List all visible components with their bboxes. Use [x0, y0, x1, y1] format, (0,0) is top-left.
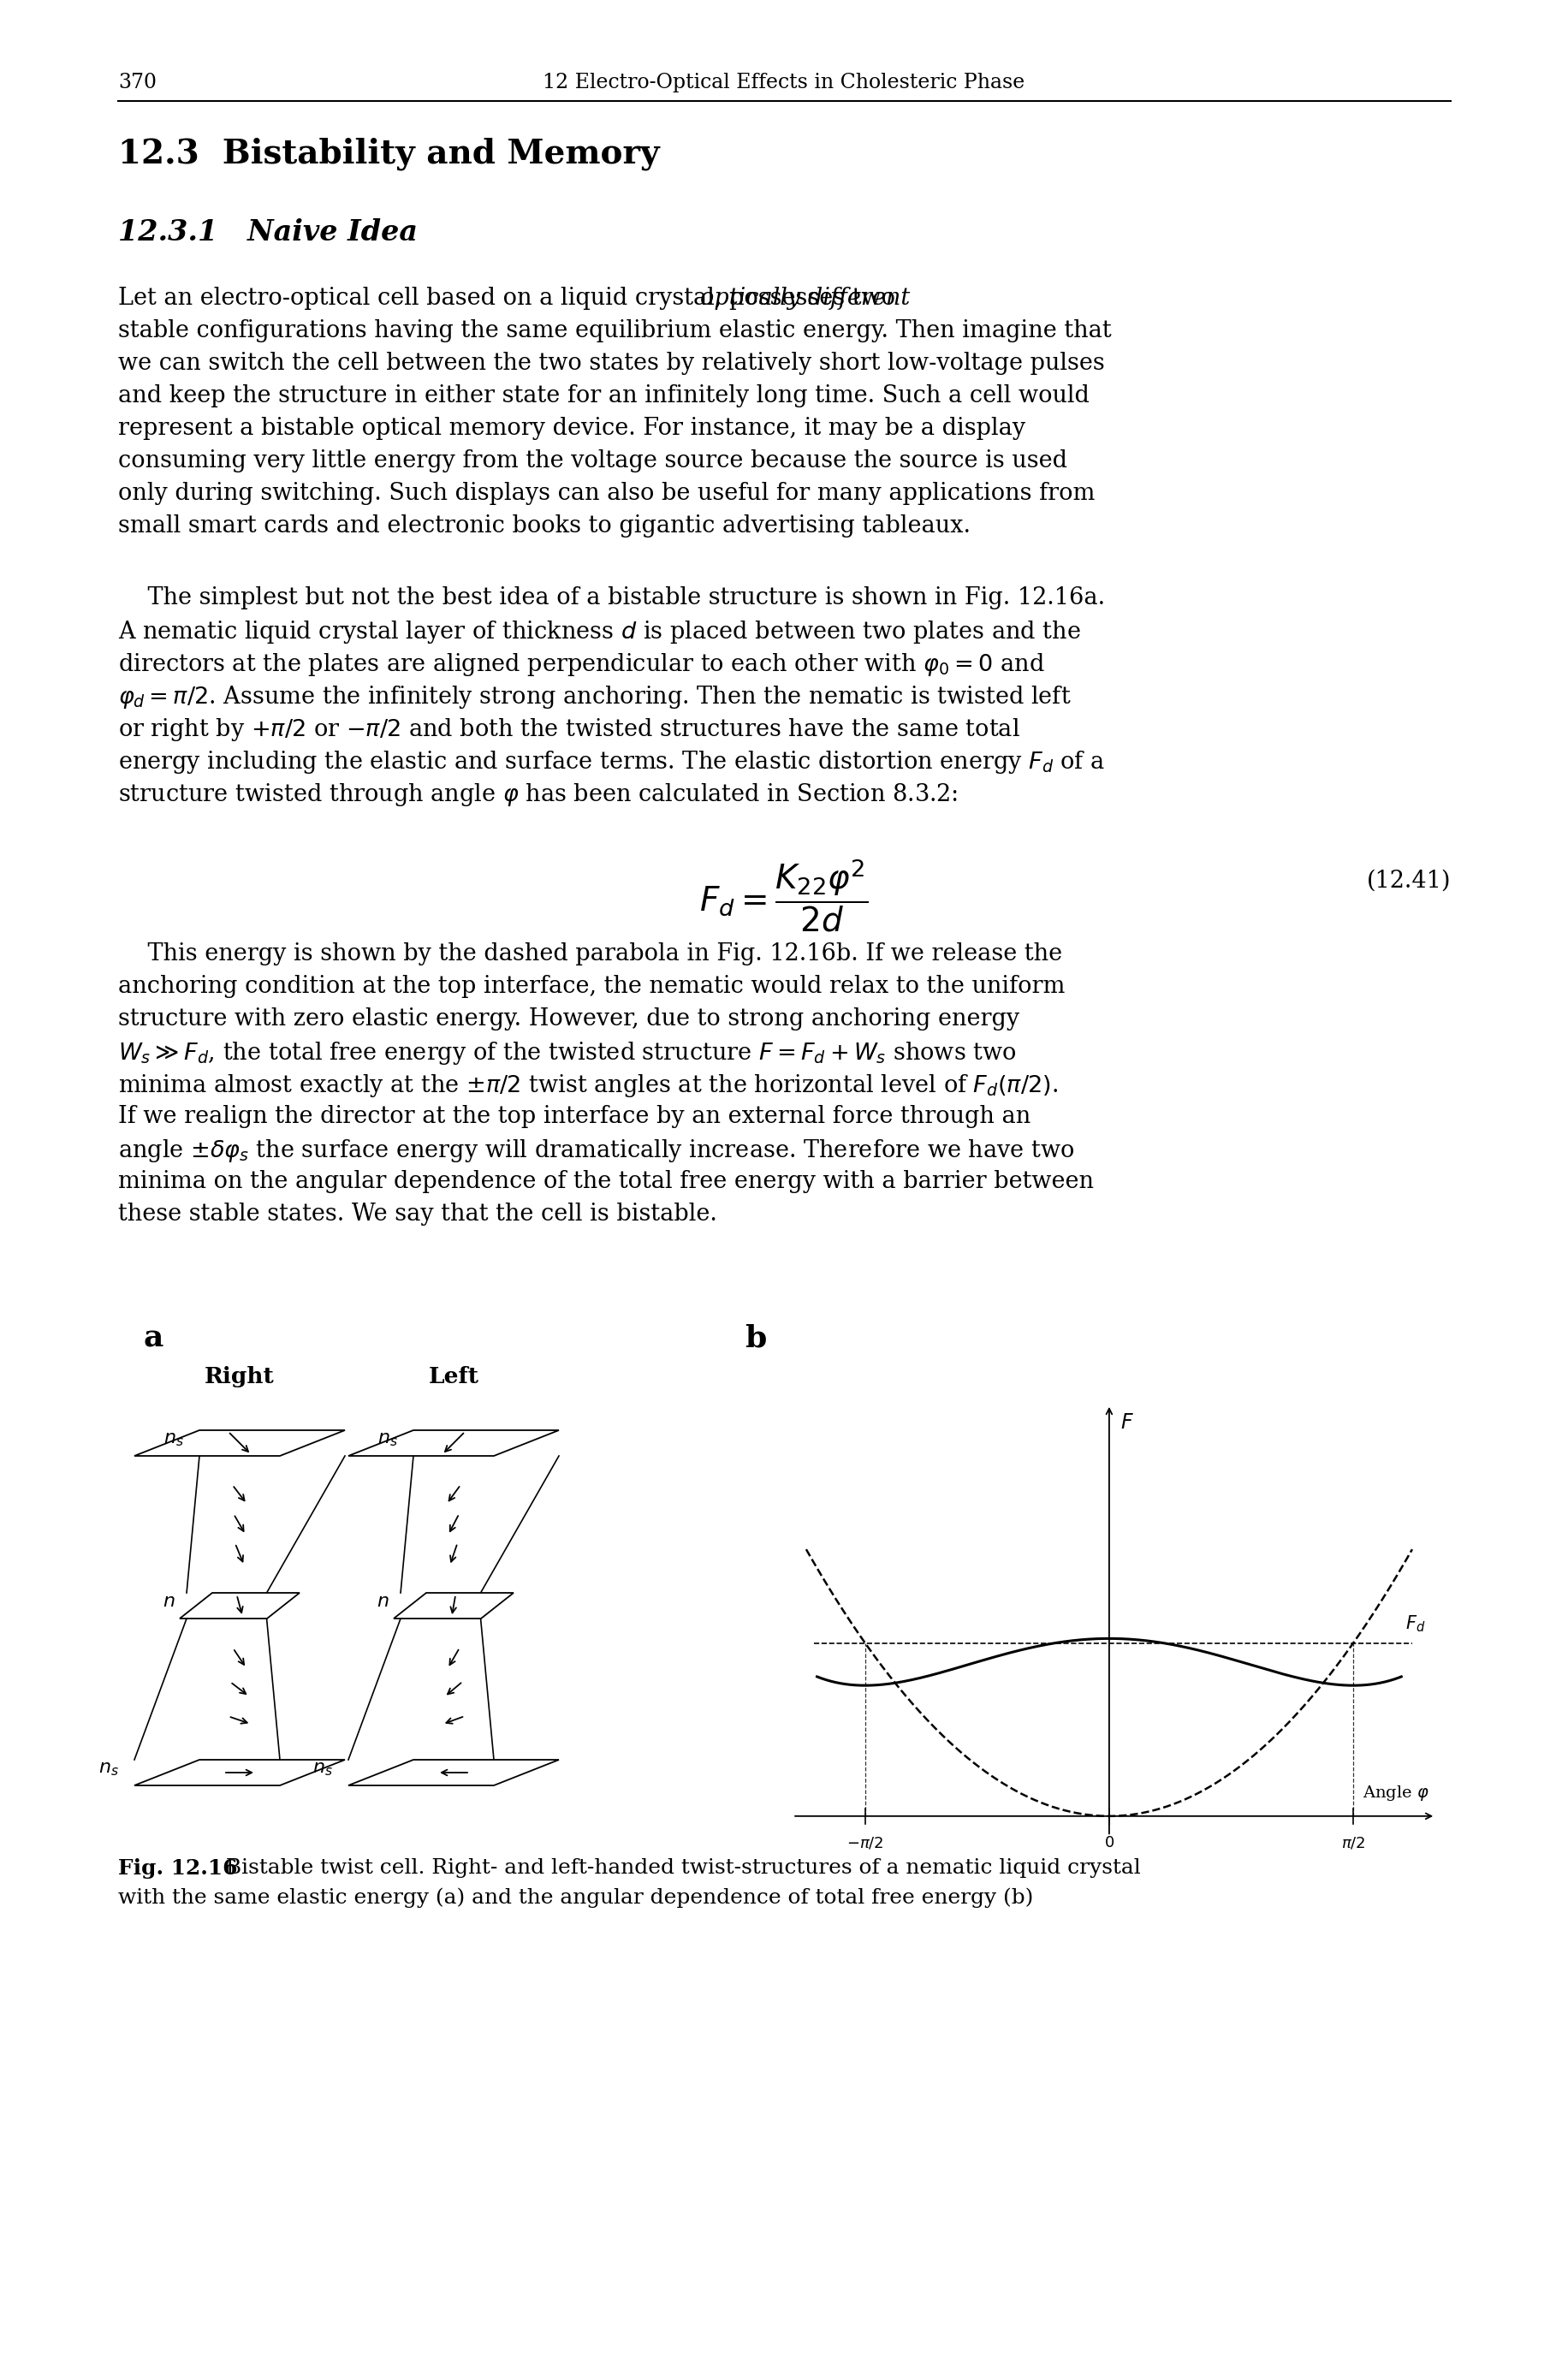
Text: and keep the structure in either state for an infinitely long time. Such a cell : and keep the structure in either state f… [118, 385, 1088, 406]
Text: or right by $+ \pi/2$ or $- \pi/2$ and both the twisted structures have the same: or right by $+ \pi/2$ or $- \pi/2$ and b… [118, 718, 1019, 744]
Text: minima almost exactly at the $\pm\pi/2$ twist angles at the horizontal level of : minima almost exactly at the $\pm\pi/2$ … [118, 1072, 1057, 1100]
Text: $0$: $0$ [1104, 1834, 1113, 1851]
Text: minima on the angular dependence of the total free energy with a barrier between: minima on the angular dependence of the … [118, 1169, 1093, 1193]
Text: Right: Right [204, 1366, 274, 1388]
Polygon shape [180, 1592, 299, 1618]
Text: optically different: optically different [699, 287, 909, 309]
Text: $\pi/2$: $\pi/2$ [1341, 1834, 1364, 1851]
Text: $F_d$: $F_d$ [1405, 1613, 1425, 1635]
Text: This energy is shown by the dashed parabola in Fig. 12.16b. If we release the: This energy is shown by the dashed parab… [118, 943, 1062, 965]
Text: b: b [745, 1323, 765, 1352]
Text: A nematic liquid crystal layer of thickness $d$ is placed between two plates and: A nematic liquid crystal layer of thickn… [118, 618, 1080, 646]
Text: Bistable twist cell. Right- and left-handed twist-structures of a nematic liquid: Bistable twist cell. Right- and left-han… [220, 1858, 1140, 1877]
Text: small smart cards and electronic books to gigantic advertising tableaux.: small smart cards and electronic books t… [118, 513, 971, 537]
Text: angle $\pm\delta\varphi_s$ the surface energy will dramatically increase. Theref: angle $\pm\delta\varphi_s$ the surface e… [118, 1138, 1074, 1164]
Polygon shape [135, 1761, 345, 1784]
Text: structure twisted through angle $\varphi$ has been calculated in Section 8.3.2:: structure twisted through angle $\varphi… [118, 782, 956, 808]
Text: (12.41): (12.41) [1366, 870, 1450, 893]
Text: only during switching. Such displays can also be useful for many applications fr: only during switching. Such displays can… [118, 482, 1094, 506]
Text: anchoring condition at the top interface, the nematic would relax to the uniform: anchoring condition at the top interface… [118, 974, 1065, 998]
Text: If we realign the director at the top interface by an external force through an: If we realign the director at the top in… [118, 1105, 1030, 1129]
Text: Left: Left [428, 1366, 478, 1388]
Text: $n$: $n$ [163, 1592, 176, 1611]
Text: 370: 370 [118, 74, 157, 93]
Text: stable configurations having the same equilibrium elastic energy. Then imagine t: stable configurations having the same eq… [118, 318, 1110, 342]
Text: energy including the elastic and surface terms. The elastic distortion energy $F: energy including the elastic and surface… [118, 748, 1104, 775]
Text: $n_s$: $n_s$ [378, 1430, 398, 1449]
Text: Angle $\varphi$: Angle $\varphi$ [1361, 1784, 1428, 1803]
Text: $F_d = \dfrac{K_{22}\varphi^2}{2d}$: $F_d = \dfrac{K_{22}\varphi^2}{2d}$ [699, 858, 869, 934]
Text: $n_s$: $n_s$ [312, 1758, 332, 1777]
Text: Fig. 12.16: Fig. 12.16 [118, 1858, 237, 1879]
Text: $n_s$: $n_s$ [99, 1758, 119, 1777]
Polygon shape [135, 1430, 345, 1456]
Text: 12.3  Bistability and Memory: 12.3 Bistability and Memory [118, 138, 659, 171]
Polygon shape [348, 1430, 558, 1456]
Text: $-\pi/2$: $-\pi/2$ [847, 1834, 883, 1851]
Text: $W_s \gg F_d$, the total free energy of the twisted structure $F = F_d + W_s$ sh: $W_s \gg F_d$, the total free energy of … [118, 1041, 1016, 1067]
Text: The simplest but not the best idea of a bistable structure is shown in Fig. 12.1: The simplest but not the best idea of a … [118, 587, 1104, 608]
Text: structure with zero elastic energy. However, due to strong anchoring energy: structure with zero elastic energy. Howe… [118, 1007, 1019, 1031]
Text: 12 Electro-Optical Effects in Cholesteric Phase: 12 Electro-Optical Effects in Cholesteri… [543, 74, 1024, 93]
Text: a: a [144, 1323, 163, 1352]
Text: 12.3.1   Naive Idea: 12.3.1 Naive Idea [118, 219, 417, 247]
Text: consuming very little energy from the voltage source because the source is used: consuming very little energy from the vo… [118, 449, 1066, 473]
Text: directors at the plates are aligned perpendicular to each other with $\varphi_0 : directors at the plates are aligned perp… [118, 651, 1044, 677]
Text: Let an electro-optical cell based on a liquid crystal, possesses two: Let an electro-optical cell based on a l… [118, 287, 902, 309]
Polygon shape [348, 1761, 558, 1784]
Text: $n$: $n$ [376, 1592, 389, 1611]
Text: $F$: $F$ [1120, 1414, 1134, 1433]
Text: represent a bistable optical memory device. For instance, it may be a display: represent a bistable optical memory devi… [118, 416, 1025, 440]
Text: these stable states. We say that the cell is bistable.: these stable states. We say that the cel… [118, 1202, 717, 1226]
Text: with the same elastic energy (a) and the angular dependence of total free energy: with the same elastic energy (a) and the… [118, 1887, 1033, 1908]
Polygon shape [394, 1592, 513, 1618]
Text: we can switch the cell between the two states by relatively short low-voltage pu: we can switch the cell between the two s… [118, 352, 1104, 375]
Text: $n_s$: $n_s$ [163, 1430, 183, 1449]
Text: $\varphi_d = \pi/2$. Assume the infinitely strong anchoring. Then the nematic is: $\varphi_d = \pi/2$. Assume the infinite… [118, 684, 1071, 710]
